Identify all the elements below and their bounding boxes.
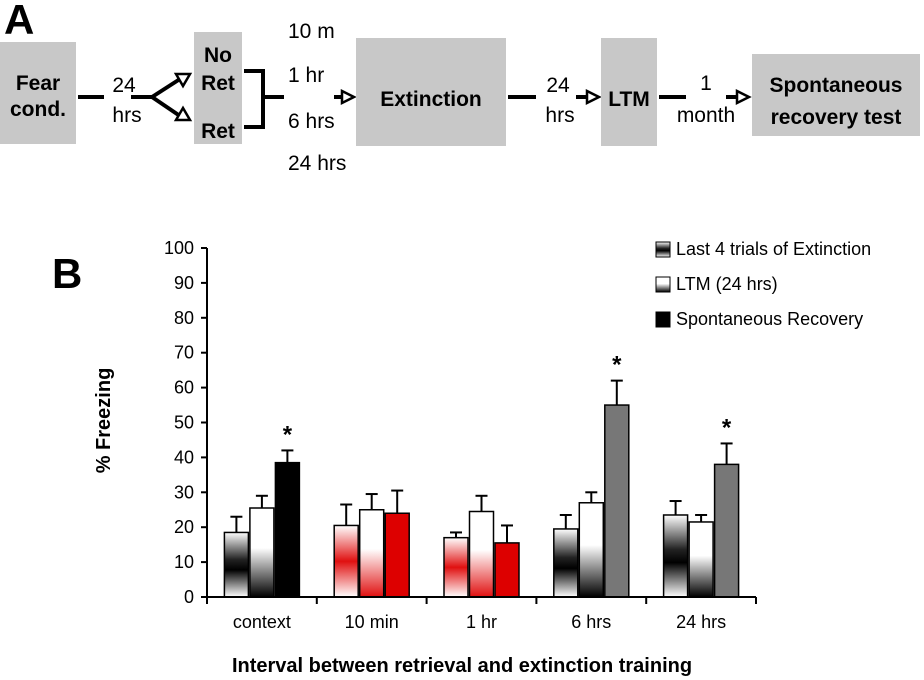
- bar-1-hr-spontaneous-recovery: [494, 542, 520, 598]
- y-axis-title: % Freezing: [93, 368, 115, 474]
- spontaneous-recovery-box: Spontaneous recovery test: [752, 54, 920, 136]
- no-ret-line-2: Ret: [201, 72, 235, 95]
- ltm-label: LTM: [608, 88, 650, 111]
- fear-cond-line-2: cond.: [10, 98, 66, 121]
- y-tick-label: 0: [184, 587, 194, 607]
- interval-6hrs: 6 hrs: [288, 110, 335, 133]
- legend-swatch-ltm-24-hrs: [655, 276, 671, 293]
- legend-swatch-last-4-trials-of-extinction: [655, 241, 671, 258]
- legend-label-spontaneous-recovery: Spontaneous Recovery: [676, 309, 863, 329]
- category-label-1-hr: 1 hr: [466, 612, 497, 632]
- bar-1-hr-last-4-trials-of-extinction: [443, 536, 469, 598]
- ltm-box: LTM: [601, 38, 657, 146]
- y-tick-label: 70: [174, 343, 194, 363]
- y-tick-label: 90: [174, 273, 194, 293]
- category-label-6-hrs: 6 hrs: [571, 612, 611, 632]
- branch-arrows: [131, 72, 193, 122]
- bar-10-min-last-4-trials-of-extinction: [333, 524, 359, 598]
- legend-label-last-4-trials-of-extinction: Last 4 trials of Extinction: [676, 239, 871, 259]
- bar-context-spontaneous-recovery: [274, 461, 301, 598]
- significance-star-24-hrs: *: [722, 414, 732, 441]
- y-tick-label: 40: [174, 447, 194, 467]
- category-label-24-hrs: 24 hrs: [676, 612, 726, 632]
- delay2-line-2: hrs: [545, 104, 574, 127]
- y-tick-label: 60: [174, 378, 194, 398]
- significance-marks: * * *: [283, 352, 732, 449]
- y-tick-label: 30: [174, 482, 194, 502]
- y-tick-label: 50: [174, 413, 194, 433]
- x-axis-title: Interval between retrieval and extinctio…: [232, 655, 692, 677]
- extinction-label: Extinction: [380, 88, 482, 111]
- interval-24hrs: 24 hrs: [288, 152, 346, 175]
- fear-cond-line-1: Fear: [16, 72, 60, 95]
- significance-star-6-hrs: *: [612, 352, 622, 379]
- delay2-line-1: 24: [546, 74, 570, 97]
- bar-10-min-spontaneous-recovery: [384, 512, 410, 598]
- y-tick-label: 10: [174, 552, 194, 572]
- spontaneous-line-1: Spontaneous: [769, 74, 902, 97]
- interval-1hr: 1 hr: [288, 64, 324, 87]
- delay3-line-2: month: [677, 104, 735, 127]
- bar-24-hrs-last-4-trials-of-extinction: [662, 514, 689, 598]
- bar-context-last-4-trials-of-extinction: [223, 531, 250, 598]
- retrieval-box: No Ret Ret: [194, 32, 242, 144]
- delay1-line-2: hrs: [112, 104, 141, 127]
- bar-6-hrs-spontaneous-recovery: [604, 404, 630, 598]
- legend-swatch-spontaneous-recovery: [655, 311, 671, 328]
- spontaneous-line-2: recovery test: [771, 106, 902, 129]
- x-ticks: [206, 597, 757, 604]
- delay3-line-1: 1: [700, 72, 712, 95]
- arrow-to-extinction: [340, 88, 357, 106]
- bar-24-hrs-ltm-24-hrs: [688, 521, 714, 598]
- extinction-box: Extinction: [356, 38, 506, 146]
- error-bars: [230, 379, 733, 543]
- category-labels: context 10 min 1 hr 6 hrs 24 hrs: [233, 612, 726, 632]
- bar-1-hr-ltm-24-hrs: [468, 510, 495, 598]
- category-label-10-min: 10 min: [345, 612, 399, 632]
- freezing-bar-chart: 0 10 20 30 40 50 60 70 80 90 100 * * * context 10 min…: [93, 238, 871, 677]
- bar-24-hrs-spontaneous-recovery: [713, 463, 740, 598]
- panel-b-label: B: [52, 250, 82, 297]
- significance-star-context: *: [283, 421, 293, 448]
- y-ticks: 0 10 20 30 40 50 60 70 80 90 100: [164, 238, 207, 607]
- bar-6-hrs-ltm-24-hrs: [578, 502, 605, 598]
- legend: Last 4 trials of Extinction LTM (24 hrs) S…: [655, 239, 871, 329]
- bar-context-ltm-24-hrs: [249, 507, 275, 598]
- y-tick-label: 100: [164, 238, 194, 258]
- y-tick-label: 20: [174, 517, 194, 537]
- panel-a-label: A: [4, 0, 34, 43]
- bracket: [244, 69, 265, 129]
- y-tick-label: 80: [174, 308, 194, 328]
- no-ret-line-1: No: [204, 44, 232, 67]
- category-label-context: context: [233, 612, 291, 632]
- bar-6-hrs-last-4-trials-of-extinction: [553, 528, 579, 598]
- interval-10m: 10 m: [288, 20, 335, 43]
- delay1-line-1: 24: [112, 74, 136, 97]
- arrow-to-ltm: [585, 88, 602, 106]
- arrow-to-spontaneous: [735, 88, 752, 106]
- ret-label: Ret: [201, 120, 235, 143]
- bar-10-min-ltm-24-hrs: [358, 509, 385, 598]
- fear-conditioning-box: Fear cond.: [0, 42, 76, 144]
- legend-label-ltm-24-hrs: LTM (24 hrs): [676, 274, 778, 294]
